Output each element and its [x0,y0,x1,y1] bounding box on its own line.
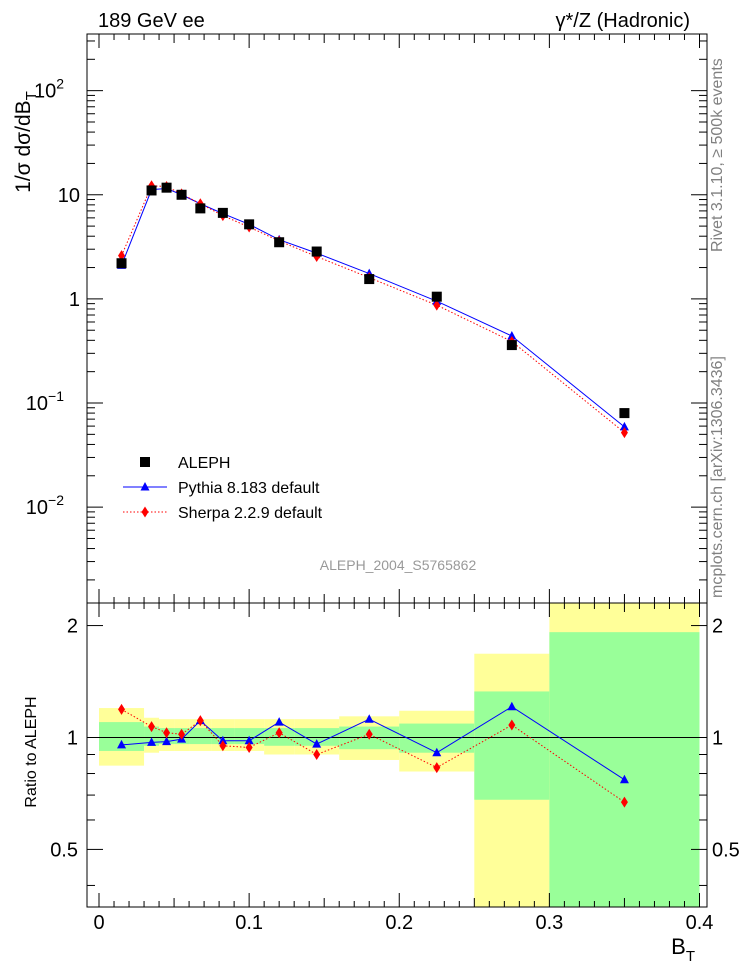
legend: ALEPH Pythia 8.183 default Sherpa 2.2.9 de… [123,455,323,522]
main-y-tick-label-2: 1 [69,289,80,311]
watermark: ALEPH_2004_S5765862 [320,557,477,573]
ratio-sherpa-2-2-9-default-point-9 [365,728,373,740]
main-pythia-8-183-default-point-12 [619,421,629,431]
mcplots-label: mcplots.cern.ch [arXiv:1306.3436] [709,356,726,598]
ratio-y-tick-label-right-0: 0.5 [712,839,740,861]
main-aleph-point-1 [146,185,157,196]
main-sherpa-2-2-9-default-line [121,185,625,433]
main-aleph-point-3 [176,189,187,200]
ratio-y-tick-label-right-2: 2 [712,616,723,638]
stat-uncertainty-band-8 [294,728,340,746]
header-process: γ*/Z (Hadronic) [556,10,690,32]
ratio-sherpa-2-2-9-default-point-8 [313,749,321,761]
ratio-y-axis-label: Ratio to ALEPH [23,696,40,807]
ratio-sherpa-2-2-9-default-point-4 [196,715,204,727]
main-aleph-point-2 [161,182,172,193]
x-tick-label-4: 0.4 [686,912,714,934]
ratio-y-tick-label-right-1: 1 [712,727,723,749]
main-aleph-point-9 [364,274,375,285]
ratio-pythia-8-183-default-point-8 [312,739,322,748]
main-aleph-point-0 [116,258,127,269]
ratio-pythia-8-183-default-point-5 [218,735,228,745]
ratio-pythia-8-183-default-point-9 [364,714,374,723]
main-y-axis-label: 1/σ dσ/dBT [12,91,40,193]
legend-marker-aleph [140,457,150,467]
main-aleph-point-6 [244,219,255,230]
ratio-sherpa-2-2-9-default-point-10 [433,762,441,774]
main-aleph-point-11 [506,340,517,351]
ratio-sherpa-2-2-9-default-point-12 [620,796,628,808]
ratio-pythia-8-183-default-point-11 [507,701,517,711]
ratio-sherpa-2-2-9-default-point-7 [275,727,283,739]
ratio-pythia-8-183-default-point-12 [619,774,629,784]
main-y-tick-label-1: 10−1 [26,388,64,415]
x-tick-label-0: 0 [93,912,104,934]
ratio-y-tick-label-left-0: 0.5 [50,839,78,861]
ratio-sherpa-2-2-9-default-point-5 [219,740,227,752]
ratio-pythia-8-183-default-point-7 [274,717,284,726]
ratio-sherpa-2-2-9-default-point-1 [148,721,156,733]
main-y-tick-label-3: 10 [58,185,80,207]
x-axis-label: BT [671,934,695,965]
ratio-y-tick-label-left-2: 2 [67,616,78,638]
x-tick-label-3: 0.3 [535,912,563,934]
main-aleph-point-8 [311,246,322,257]
rivet-label: Rivet 3.1.10, ≥ 500k events [709,58,726,252]
ratio-pythia-8-183-default-point-6 [244,735,254,745]
ratio-sherpa-2-2-9-default-point-3 [178,728,186,740]
ratio-sherpa-2-2-9-default-point-6 [245,741,253,753]
main-aleph-point-5 [217,207,228,218]
ratio-sherpa-2-2-9-default-point-2 [163,727,171,739]
ratio-pythia-8-183-default-point-10 [432,747,442,757]
ratio-sherpa-2-2-9-default-point-11 [508,719,516,731]
main-aleph-point-4 [195,203,206,214]
main-pythia-8-183-default-point-11 [507,331,517,340]
header-energy: 189 GeV ee [98,10,205,32]
legend-marker-pythia-8-183-default [140,482,150,491]
x-tick-label-2: 0.2 [385,912,413,934]
ratio-pythia-8-183-default-point-2 [162,736,172,746]
main-sherpa-2-2-9-default-point-12 [620,427,628,439]
main-aleph-point-7 [274,237,285,248]
legend-label-aleph: ALEPH [178,455,230,472]
stat-uncertainty-band-4 [189,728,212,745]
main-sherpa-2-2-9-default-point-10 [433,299,441,311]
legend-label-sherpa-2-2-9-default: Sherpa 2.2.9 default [178,505,323,522]
ratio-sherpa-2-2-9-default-point-0 [118,703,126,715]
legend-label-pythia-8-183-default: Pythia 8.183 default [178,480,320,497]
uncertainty-bands [99,603,700,907]
ratio-pythia-8-183-default-point-1 [147,737,157,746]
series-markers [116,180,630,808]
stat-uncertainty-band-12 [549,632,700,907]
x-tick-label-1: 0.1 [235,912,263,934]
main-aleph-point-10 [431,291,442,302]
main-y-tick-label-0: 10−2 [26,492,64,519]
ratio-y-tick-label-left-1: 1 [67,727,78,749]
ratio-pythia-8-183-default-point-0 [117,739,127,749]
main-aleph-point-12 [619,408,630,419]
main-pythia-8-183-default-line [121,187,625,428]
legend-marker-sherpa-2-2-9-default [141,506,149,518]
stat-uncertainty-band-1 [144,726,160,746]
